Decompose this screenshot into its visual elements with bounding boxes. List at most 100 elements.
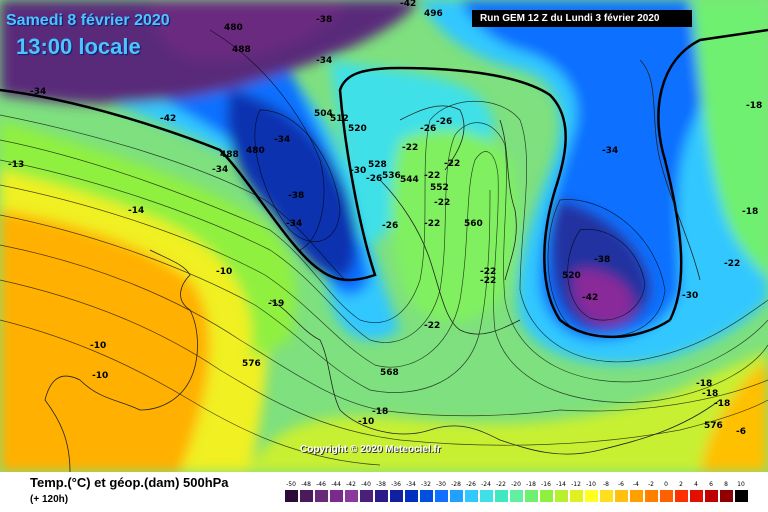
scale-tick-label: -46 [316, 481, 326, 488]
yellow-zone-south [250, 350, 768, 472]
scale-swatch [720, 490, 733, 502]
scale-tick-label: -38 [376, 481, 386, 488]
temperature-label: -13 [8, 160, 24, 170]
temperature-label: -6 [736, 427, 746, 437]
coastlines [44, 59, 721, 472]
temperature-label: -38 [594, 255, 610, 265]
temperature-label: -26 [436, 117, 452, 127]
scale-tick-label: -2 [648, 481, 654, 488]
temperature-label: -38 [288, 191, 304, 201]
temperature-label: -18 [702, 389, 718, 399]
purple-cap-north [150, 0, 350, 60]
scale-tick-label: 6 [709, 481, 713, 488]
scale-tick-label: -16 [541, 481, 551, 488]
temperature-label: -34 [602, 146, 618, 156]
run-info-banner: Run GEM 12 Z du Lundi 3 février 2020 [472, 10, 692, 27]
temperature-label: -18 [696, 379, 712, 389]
temperature-label: -22 [424, 171, 440, 181]
scale-swatch [465, 490, 478, 502]
scale-tick-label: -14 [556, 481, 566, 488]
temperature-label: -14 [128, 206, 144, 216]
scale-swatch [420, 490, 433, 502]
scale-tick-label: -40 [361, 481, 371, 488]
temperature-label: -22 [434, 198, 450, 208]
temperature-label: -22 [724, 259, 740, 269]
temperature-label: -22 [480, 276, 496, 286]
geopotential-label: 520 [348, 124, 367, 134]
scale-swatch [735, 490, 748, 502]
thick-contour-west [0, 66, 671, 339]
scale-swatch [660, 490, 673, 502]
temperature-label: -34 [286, 219, 302, 229]
scale-swatch [645, 490, 658, 502]
scale-tick-label: -50 [286, 481, 296, 488]
temperature-label: -18 [742, 207, 758, 217]
scale-swatch [495, 490, 508, 502]
scale-tick-label: 8 [724, 481, 728, 488]
temperature-label: -30 [682, 291, 698, 301]
scale-swatch [615, 490, 628, 502]
scale-swatch [705, 490, 718, 502]
scale-tick-label: -34 [406, 481, 416, 488]
copyright-notice: Copyright © 2020 Meteociel.fr [300, 444, 441, 455]
color-scale: -50 -48 -46 -44 -42 -40 -38 -36 -34 -32 -30 -28 -26-… [285, 481, 748, 502]
temperature-label: -34 [316, 56, 332, 66]
temperature-label: -10 [92, 371, 108, 381]
forecast-date: Samedi 8 février 2020 [6, 12, 170, 29]
scale-tick-label: -28 [451, 481, 461, 488]
thick-contour-east [657, 28, 768, 321]
scale-tick-label: -44 [331, 481, 341, 488]
scale-tick-label: 0 [664, 481, 668, 488]
temperature-label: -34 [30, 87, 46, 97]
scale-tick-label: -4 [633, 481, 639, 488]
scale-swatch [300, 490, 313, 502]
scale-tick-label: 2 [679, 481, 683, 488]
geopotential-label: 488 [232, 45, 251, 55]
forecast-time: 13:00 locale [16, 34, 141, 59]
geopotential-label: 560 [464, 219, 483, 229]
temperature-label: -10 [90, 341, 106, 351]
orange-zone-se [700, 360, 768, 472]
scale-tick-label: -22 [496, 481, 506, 488]
geopotential-label: 480 [224, 23, 243, 33]
purple-low-east [573, 269, 635, 325]
geopotential-label: 552 [430, 183, 449, 193]
temperature-label: -26 [420, 124, 436, 134]
scale-swatch [330, 490, 343, 502]
scale-tick-label: -6 [618, 481, 624, 488]
scale-swatch [675, 490, 688, 502]
green-zone-east [690, 0, 768, 280]
scale-swatch [690, 490, 703, 502]
scale-tick-label: 10 [737, 481, 745, 488]
temperature-label: -34 [212, 165, 228, 175]
scale-swatch [540, 490, 553, 502]
geopotential-label: 480 [246, 146, 265, 156]
scale-swatch [435, 490, 448, 502]
geopotential-label: 528 [368, 160, 387, 170]
scale-tick-label: -26 [466, 481, 476, 488]
temperature-label: -42 [582, 293, 598, 303]
geopotential-contours [0, 29, 768, 466]
scale-tick-label: -20 [511, 481, 521, 488]
temperature-label: -22 [402, 143, 418, 153]
geopotential-label: 512 [330, 114, 349, 124]
geopotential-label: 536 [382, 171, 401, 181]
temperature-label: -42 [160, 114, 176, 124]
temperature-label: -22 [444, 159, 460, 169]
temperature-label: -10 [216, 267, 232, 277]
scale-swatch [450, 490, 463, 502]
temperature-label: -34 [274, 135, 290, 145]
green-band-west [0, 120, 296, 360]
scale-swatch [630, 490, 643, 502]
scale-tick-label: -32 [421, 481, 431, 488]
temperature-label: -22 [424, 219, 440, 229]
scale-tick-label: -12 [571, 481, 581, 488]
scale-tick-label: -8 [603, 481, 609, 488]
scale-swatch [360, 490, 373, 502]
scale-swatch [285, 490, 298, 502]
scale-swatch [345, 490, 358, 502]
geopotential-label: 496 [424, 9, 443, 19]
temperature-label-group: -34 -42 -13 -14 -10 -10 -10 -19 -34 -34 … [8, 0, 762, 437]
scale-tick-label: -36 [391, 481, 401, 488]
scale-swatch [555, 490, 568, 502]
